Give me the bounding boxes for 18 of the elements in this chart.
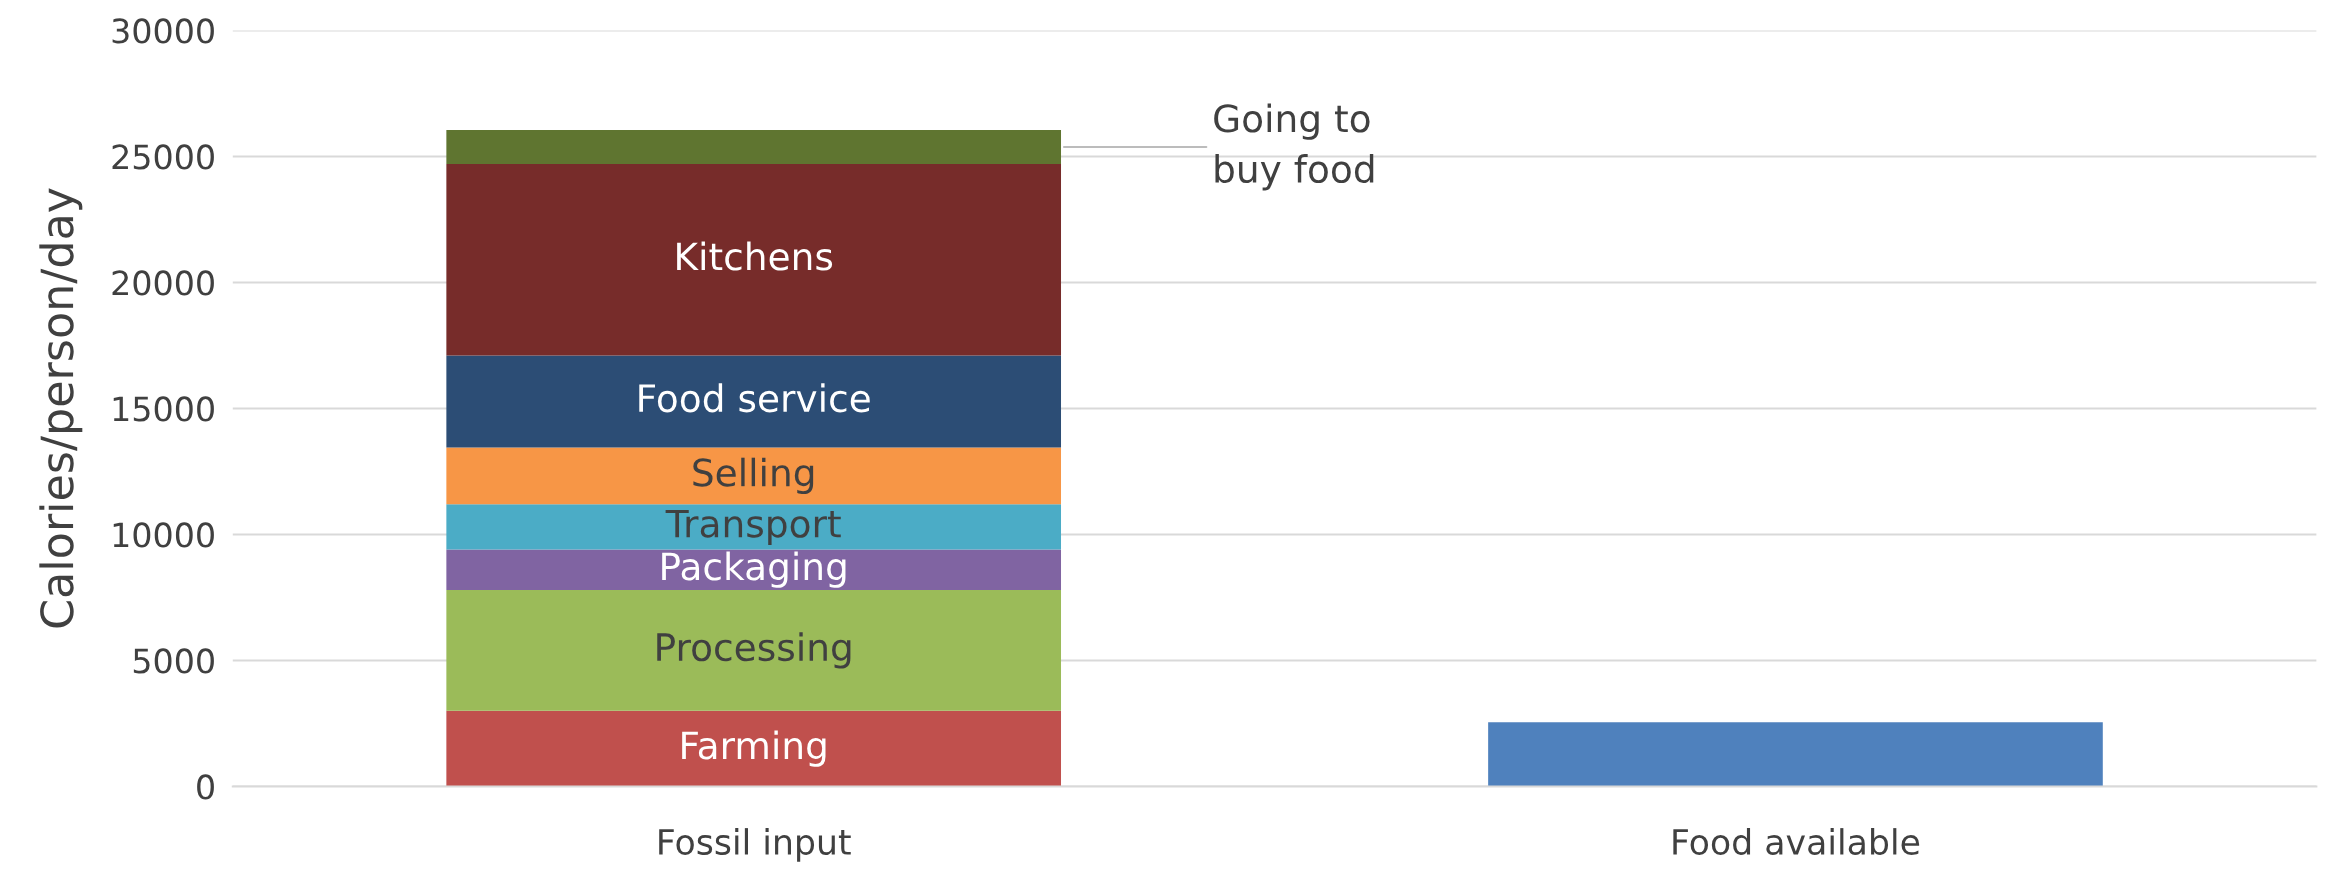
series-label: Food service — [639, 383, 870, 413]
y-axis-title: Calories/person/day — [39, 188, 83, 628]
series-label: Selling — [693, 457, 814, 494]
text: Going to buy food — [1214, 103, 1374, 191]
y-tick-label: 30000 — [112, 18, 214, 44]
series-label: Transport — [665, 509, 841, 546]
series-label: Farming — [682, 730, 826, 767]
x-tick-label: Fossil input — [659, 828, 851, 862]
series-label: Processing — [657, 632, 851, 669]
y-tick-label: 0 — [197, 774, 214, 800]
y-tick-label: 15000 — [113, 396, 214, 422]
series-label: Kitchens — [677, 241, 833, 271]
y-tick-label: 25000 — [112, 144, 214, 170]
x-tick-label: Food available — [1673, 828, 1920, 855]
y-tick-label: 20000 — [112, 270, 214, 296]
y-tick-label: 10000 — [113, 522, 214, 548]
y-tick-label: 5000 — [133, 648, 214, 674]
series-label: Packaging — [662, 551, 846, 588]
